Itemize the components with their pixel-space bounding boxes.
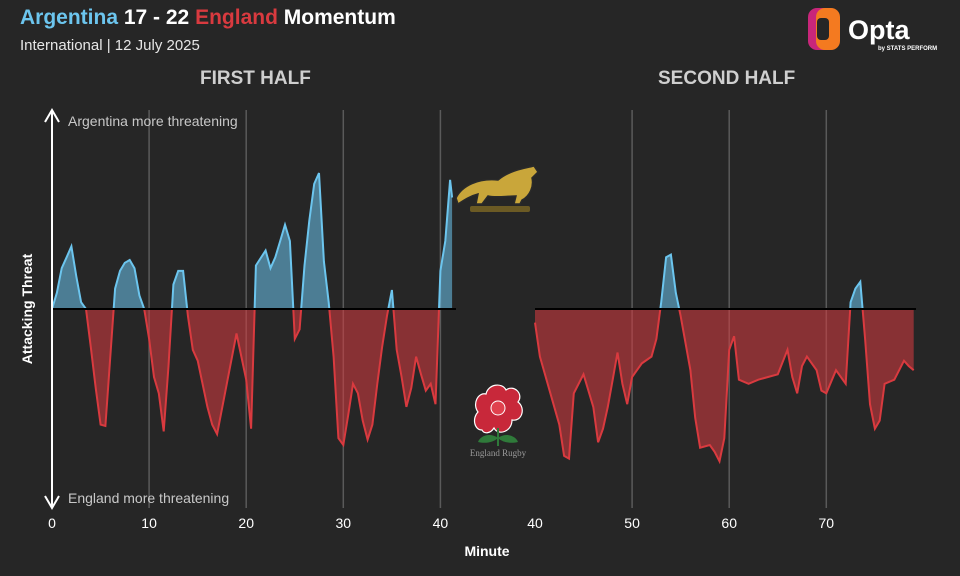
first-half-label: FIRST HALF	[200, 68, 311, 89]
momentum-areas	[51, 172, 916, 465]
puma-crest	[455, 165, 539, 212]
argentina-line-1	[659, 253, 864, 309]
tick-label-1-40: 40	[527, 515, 543, 531]
rose-crest-text: England Rugby	[470, 448, 527, 458]
opta-tagline: by STATS PERFORM	[878, 46, 937, 52]
argentina-line-0	[51, 172, 454, 309]
y-axis-label: Attacking Threat	[19, 253, 35, 364]
title-team-home: Argentina	[20, 6, 119, 29]
tick-label-0-10: 10	[141, 515, 157, 531]
tick-label-0-0: 0	[48, 515, 56, 531]
chart-title: Argentina 17 - 22 England Momentum	[20, 6, 396, 30]
annotation-argentina: Argentina more threatening	[68, 113, 238, 129]
y-axis-arrow-up	[44, 108, 60, 123]
opta-logo: Opta by STATS PERFORM	[808, 8, 937, 52]
second-half-label: SECOND HALF	[658, 68, 796, 89]
title-suffix: Momentum	[277, 6, 396, 29]
england-area-1	[535, 309, 914, 462]
rose-crest: England Rugby	[470, 384, 527, 458]
y-axis-arrow-down	[44, 495, 60, 510]
tick-label-0-20: 20	[238, 515, 254, 531]
chart-subtitle: International | 12 July 2025	[20, 37, 200, 54]
tick-label-1-70: 70	[819, 515, 835, 531]
tick-label-0-40: 40	[433, 515, 449, 531]
tick-label-1-50: 50	[624, 515, 640, 531]
title-score: 17 - 22	[118, 6, 196, 29]
x-axis-label: Minute	[464, 543, 509, 559]
tick-label-1-60: 60	[721, 515, 737, 531]
annotation-england: England more threatening	[68, 490, 229, 506]
opta-mark-hole	[817, 18, 829, 40]
opta-wordmark: Opta	[848, 15, 910, 45]
x-tick-labels: 0 10 20 30 40 40 50 60 70	[48, 515, 834, 531]
title-team-away: England	[195, 6, 278, 29]
england-line-1	[534, 309, 915, 465]
tick-label-0-30: 30	[336, 515, 352, 531]
axes: Argentina more threatening England more …	[19, 108, 510, 559]
